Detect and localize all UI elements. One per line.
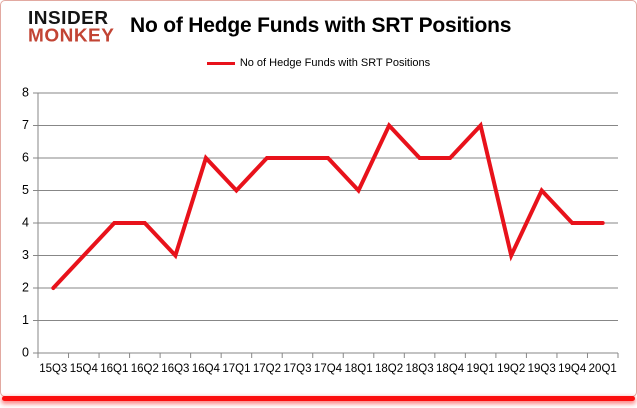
- x-tick-label: 19Q2: [497, 363, 525, 375]
- x-tick-label: 19Q1: [467, 363, 495, 375]
- y-tick-label: 2: [22, 280, 29, 294]
- y-tick-label: 1: [22, 313, 29, 327]
- y-tick-label: 4: [22, 215, 29, 229]
- legend-label: No of Hedge Funds with SRT Positions: [239, 57, 431, 69]
- logo-insider-text: INSIDER: [28, 8, 109, 29]
- series-line: [51, 121, 605, 290]
- chart-card: INSIDER MONKEY No of Hedge Funds with SR…: [0, 0, 637, 397]
- insider-monkey-logo: INSIDER MONKEY: [28, 8, 115, 47]
- y-tick-label: 7: [22, 118, 29, 132]
- x-tick-label: 17Q1: [222, 363, 250, 375]
- line-chart: 0 1 2 3 4 5 6 7 8 15Q3 15Q4 16Q1 16Q2 16Q3 16Q4 17Q1 17Q…: [1, 81, 636, 391]
- y-tick-label: 6: [22, 150, 29, 164]
- x-tick-label: 19Q3: [528, 363, 556, 375]
- y-tick-label: 3: [22, 248, 29, 262]
- y-tick-label: 5: [22, 183, 29, 197]
- x-tick-label: 16Q4: [192, 363, 221, 375]
- x-tick-label: 18Q2: [375, 363, 403, 375]
- x-tick-label: 16Q3: [161, 363, 189, 375]
- legend-line-swatch: [206, 61, 235, 65]
- y-tick-label: 0: [22, 345, 29, 359]
- logo-monkey-text: MONKEY: [28, 26, 115, 47]
- legend: No of Hedge Funds with SRT Positions: [1, 57, 636, 69]
- y-tick-label: 8: [22, 85, 29, 99]
- x-tick-label: 20Q1: [589, 363, 617, 375]
- x-tick-label: 16Q1: [100, 363, 128, 375]
- x-tick-label: 15Q3: [39, 363, 67, 375]
- x-tick-label: 17Q2: [253, 363, 281, 375]
- x-tick-label: 17Q3: [283, 363, 311, 375]
- x-tick-label: 18Q1: [344, 363, 372, 375]
- x-tick-label: 18Q4: [436, 363, 465, 375]
- x-tick-label: 16Q2: [131, 363, 159, 375]
- x-tick-label: 18Q3: [406, 363, 434, 375]
- x-tick-label: 19Q4: [558, 363, 587, 375]
- x-tick-label: 15Q4: [70, 363, 99, 375]
- x-tick-label: 17Q4: [314, 363, 343, 375]
- chart-title: No of Hedge Funds with SRT Positions: [130, 14, 512, 37]
- bottom-red-glow: [2, 396, 635, 401]
